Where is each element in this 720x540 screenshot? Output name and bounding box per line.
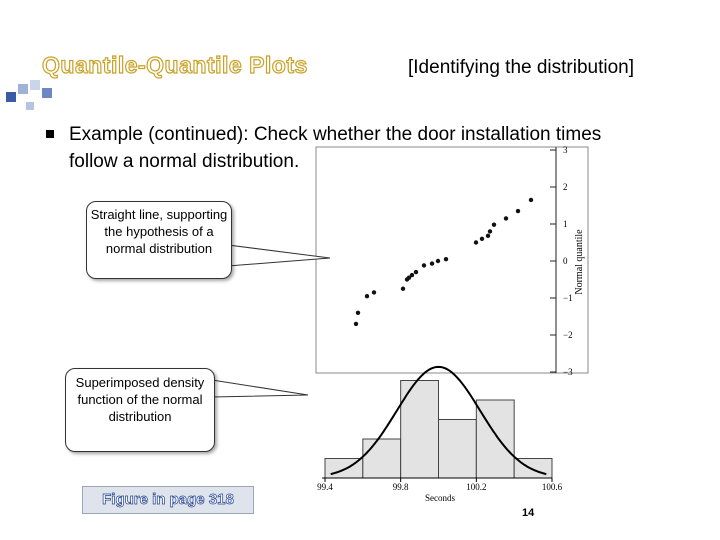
qq-point — [515, 208, 521, 214]
hist-tick-label: 100.2 — [466, 482, 486, 492]
qq-point — [353, 321, 359, 327]
qq-point — [485, 233, 491, 239]
qq-point — [406, 275, 412, 280]
callout-top-pointer — [227, 244, 331, 267]
slide-subtitle: [Identifying the distribution] — [408, 57, 635, 78]
qq-point — [528, 197, 534, 203]
qq-point — [503, 216, 509, 221]
histogram-bar — [438, 419, 477, 479]
qq-tick-label: 0 — [563, 256, 568, 266]
qq-point — [487, 229, 493, 234]
qq-tick-label: −2 — [563, 330, 573, 340]
qq-point — [413, 269, 419, 275]
hist-tick-label: 99.8 — [393, 482, 409, 492]
qq-tick-label: 2 — [563, 182, 568, 192]
hist-tick-label: 99.4 — [317, 482, 333, 492]
qq-point — [473, 240, 479, 245]
qq-point — [443, 256, 449, 262]
qq-point — [409, 272, 415, 278]
bullet-marker — [46, 130, 54, 138]
qq-tick-label: −1 — [563, 293, 573, 303]
decorative-squares — [6, 80, 52, 110]
qq-point — [355, 310, 361, 315]
qq-points — [353, 197, 534, 327]
qq-plot-frame — [315, 146, 589, 374]
histogram-bar — [362, 438, 402, 479]
qq-point — [429, 261, 435, 266]
callout-density-function: Superimposed density function of the nor… — [65, 368, 215, 452]
histogram-bar — [400, 380, 439, 479]
qq-ticks: 3 2 1 0 −1 −2 −3 — [550, 145, 573, 377]
hist-ticks: 99.4 99.8 100.2 100.6 — [317, 478, 563, 492]
qq-point — [371, 290, 377, 295]
qq-point — [479, 236, 485, 241]
qq-point — [491, 222, 497, 227]
page-number: 14 — [522, 507, 535, 519]
qq-point — [400, 286, 406, 291]
hist-xlabel: Seconds — [425, 493, 455, 503]
qq-ylabel: Normal quantile — [574, 229, 585, 295]
qq-tick-label: 1 — [563, 219, 568, 229]
qq-point — [435, 258, 441, 264]
histogram-bars — [324, 380, 553, 479]
bullet-text: Example (continued): Check whether the d… — [69, 124, 602, 172]
qq-tick-label: −3 — [563, 367, 573, 377]
qq-point — [364, 293, 370, 299]
callout-bottom-pointer — [211, 379, 309, 398]
slide-title: Quantile-Quantile Plots — [41, 51, 308, 78]
histogram-bar — [475, 399, 515, 479]
hist-tick-label: 100.6 — [542, 482, 563, 492]
figure-page-link[interactable]: Figure in page 318 — [82, 486, 254, 514]
callout-straight-line: Straight line, supporting the hypothesis… — [86, 201, 232, 279]
qq-point — [421, 263, 427, 268]
density-curve — [330, 365, 547, 476]
qq-tick-label: 3 — [563, 145, 568, 155]
